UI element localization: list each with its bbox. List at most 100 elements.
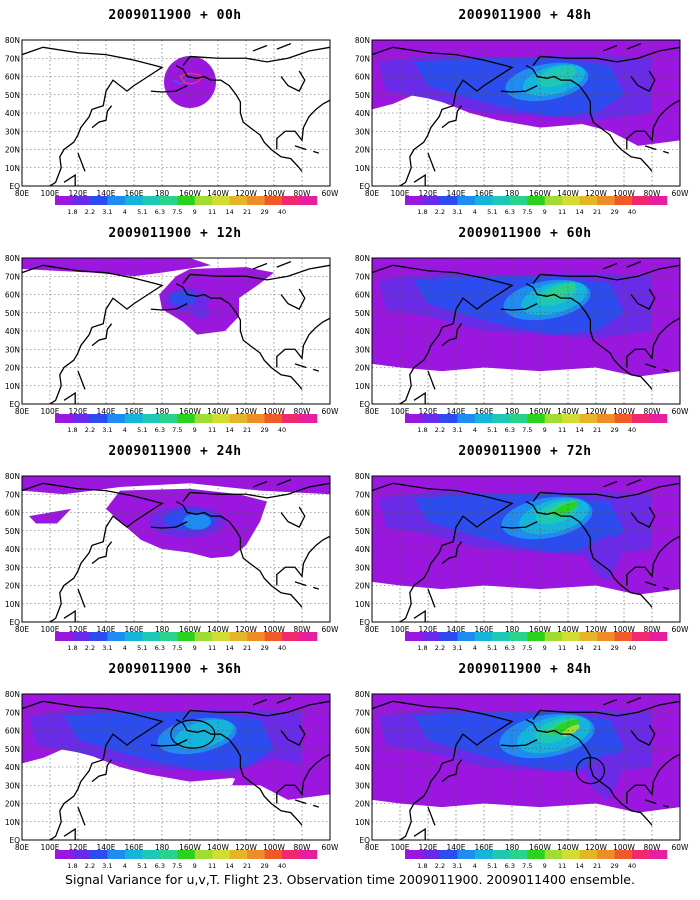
colorbar-swatch	[264, 850, 283, 859]
longitude-label: 140W	[207, 407, 229, 416]
colorbar-tick-label: 14	[226, 208, 234, 216]
north-america-coastline	[525, 282, 653, 390]
coastlines	[372, 479, 680, 622]
colorbar-swatch	[282, 850, 300, 859]
latitude-label: EQ	[359, 836, 370, 845]
variance-region	[551, 719, 579, 735]
graticule	[22, 476, 330, 622]
north-america-coastline	[525, 718, 653, 826]
map-frame	[371, 693, 681, 841]
colorbar-swatch	[632, 196, 650, 205]
longitude-label: 140E	[96, 843, 115, 852]
colorbar-swatch	[527, 632, 546, 641]
colorbar-tick-label: 6.3	[505, 644, 515, 652]
longitude-label: 160E	[124, 407, 143, 416]
colorbar-swatch	[142, 850, 161, 859]
latitude-label: 50N	[5, 745, 20, 754]
colorbar-swatch	[405, 414, 423, 423]
longitude-labels: 80E 100E 120E 140E 160E 180 160W 140W 120W 100W 80…	[15, 189, 339, 198]
latitude-label: 60N	[355, 727, 370, 736]
colorbar-swatch	[527, 850, 546, 859]
longitude-label: 180	[155, 189, 170, 198]
hudson-bay-coastline	[280, 288, 306, 310]
colorbar-swatch	[247, 632, 265, 641]
asia-coastline	[22, 700, 164, 840]
latitude-label: 50N	[355, 91, 370, 100]
longitude-label: 100W	[263, 625, 285, 634]
longitude-label: 80W	[294, 407, 312, 416]
colorbar-tick-label: 1.8	[417, 644, 427, 652]
longitude-label: 160E	[124, 189, 143, 198]
colorbar-tick-label: 7.5	[522, 208, 532, 216]
colorbar-swatch	[229, 196, 248, 205]
colorbar-tick-label: 6.3	[155, 208, 165, 216]
latitude-label: 80N	[355, 36, 370, 45]
longitude-label: 180	[155, 625, 170, 634]
colorbar: 1.8 2.2 3.1 4 5.1 6.3 7.5 9 11 14 21 29 40	[55, 632, 318, 652]
longitude-label: 160E	[124, 843, 143, 852]
colorbar-tick-label: 9	[543, 862, 547, 870]
colorbar-swatch	[107, 196, 126, 205]
colorbar-tick-label: 5.1	[487, 862, 497, 870]
latitude-label: EQ	[359, 182, 370, 191]
latitude-label: 70N	[5, 708, 20, 717]
latitude-label: 20N	[355, 146, 370, 155]
map-panel-p60: 2009011900 + 60h 80N 70N 60N 50N 40N 30N 20N 10N…	[350, 218, 700, 438]
colorbar-tick-label: 40	[628, 644, 636, 652]
asia-coastline	[372, 264, 514, 404]
arctic-coastline	[182, 46, 330, 66]
colorbar-tick-label: 6.3	[155, 426, 165, 434]
longitude-label: 100W	[613, 843, 635, 852]
latitude-label: 60N	[355, 291, 370, 300]
latitude-label: 60N	[355, 73, 370, 82]
latitude-label: 20N	[355, 364, 370, 373]
colorbar-swatch	[212, 632, 230, 641]
colorbar-swatch	[562, 414, 580, 423]
colorbar-tick-label: 6.3	[505, 862, 515, 870]
variance-region	[159, 267, 274, 335]
aleutian-islands	[500, 85, 538, 93]
colorbar-swatch	[142, 632, 161, 641]
longitude-label: 140W	[557, 625, 579, 634]
colorbar-tick-label: 1.8	[67, 426, 77, 434]
colorbar-swatch	[55, 850, 73, 859]
longitude-label: 80W	[644, 407, 662, 416]
colorbar-swatch	[492, 414, 511, 423]
colorbar-swatch	[562, 850, 580, 859]
colorbar-swatch	[229, 632, 248, 641]
colorbar: 1.8 2.2 3.1 4 5.1 6.3 7.5 9 11 14 21 29 40	[405, 414, 668, 434]
colorbar-tick-label: 5.1	[137, 862, 147, 870]
map-panel-p24: 2009011900 + 24h 80N 70N 60N 50N 40N 30N 20N 10N…	[0, 436, 350, 656]
latitude-label: 40N	[355, 327, 370, 336]
longitude-label: 120W	[585, 625, 607, 634]
latitude-label: 80N	[5, 36, 20, 45]
colorbar: 1.8 2.2 3.1 4 5.1 6.3 7.5 9 11 14 21 29 40	[55, 850, 318, 870]
colorbar-tick-label: 5.1	[487, 208, 497, 216]
longitude-label: 160E	[124, 625, 143, 634]
longitude-label: 120E	[418, 625, 437, 634]
graticule	[372, 694, 680, 840]
longitude-label: 140E	[96, 625, 115, 634]
colorbar-tick-label: 2.2	[435, 644, 445, 652]
colorbar-tick-label: 40	[628, 862, 636, 870]
gulf-coastline	[626, 753, 680, 804]
arctic-islands	[252, 261, 292, 270]
longitude-label: 160E	[474, 843, 493, 852]
longitude-label: 160E	[474, 407, 493, 416]
caribbean-coastline	[294, 799, 320, 808]
colorbar-swatch	[422, 632, 441, 641]
latitude-label: 60N	[5, 73, 20, 82]
longitude-label: 80W	[644, 625, 662, 634]
hudson-bay-coastline	[280, 724, 306, 746]
colorbar-swatch	[439, 196, 458, 205]
colorbar-tick-label: 3.1	[452, 644, 462, 652]
colorbar-tick-label: 1.8	[417, 862, 427, 870]
longitude-label: 80W	[644, 189, 662, 198]
aleutian-islands	[150, 85, 188, 93]
latitude-label: 40N	[5, 327, 20, 336]
panel-title: 2009011900 + 00h	[108, 8, 242, 23]
latitude-labels: 80N 70N 60N 50N 40N 30N 20N 10N EQ	[5, 472, 20, 627]
colorbar-swatch	[177, 850, 196, 859]
